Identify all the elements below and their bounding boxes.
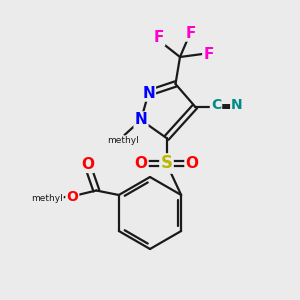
Text: O: O <box>81 157 94 172</box>
Text: N: N <box>142 85 155 100</box>
Text: O: O <box>185 156 199 171</box>
Text: O: O <box>134 156 148 171</box>
Text: F: F <box>154 30 164 45</box>
Text: S: S <box>160 154 172 172</box>
Text: methyl: methyl <box>107 136 139 145</box>
Text: N: N <box>231 98 243 112</box>
Text: F: F <box>185 26 196 40</box>
Text: C: C <box>211 98 221 112</box>
Text: N: N <box>135 112 147 128</box>
Text: F: F <box>203 46 214 62</box>
Text: methyl: methyl <box>32 194 63 203</box>
Text: O: O <box>66 190 78 204</box>
